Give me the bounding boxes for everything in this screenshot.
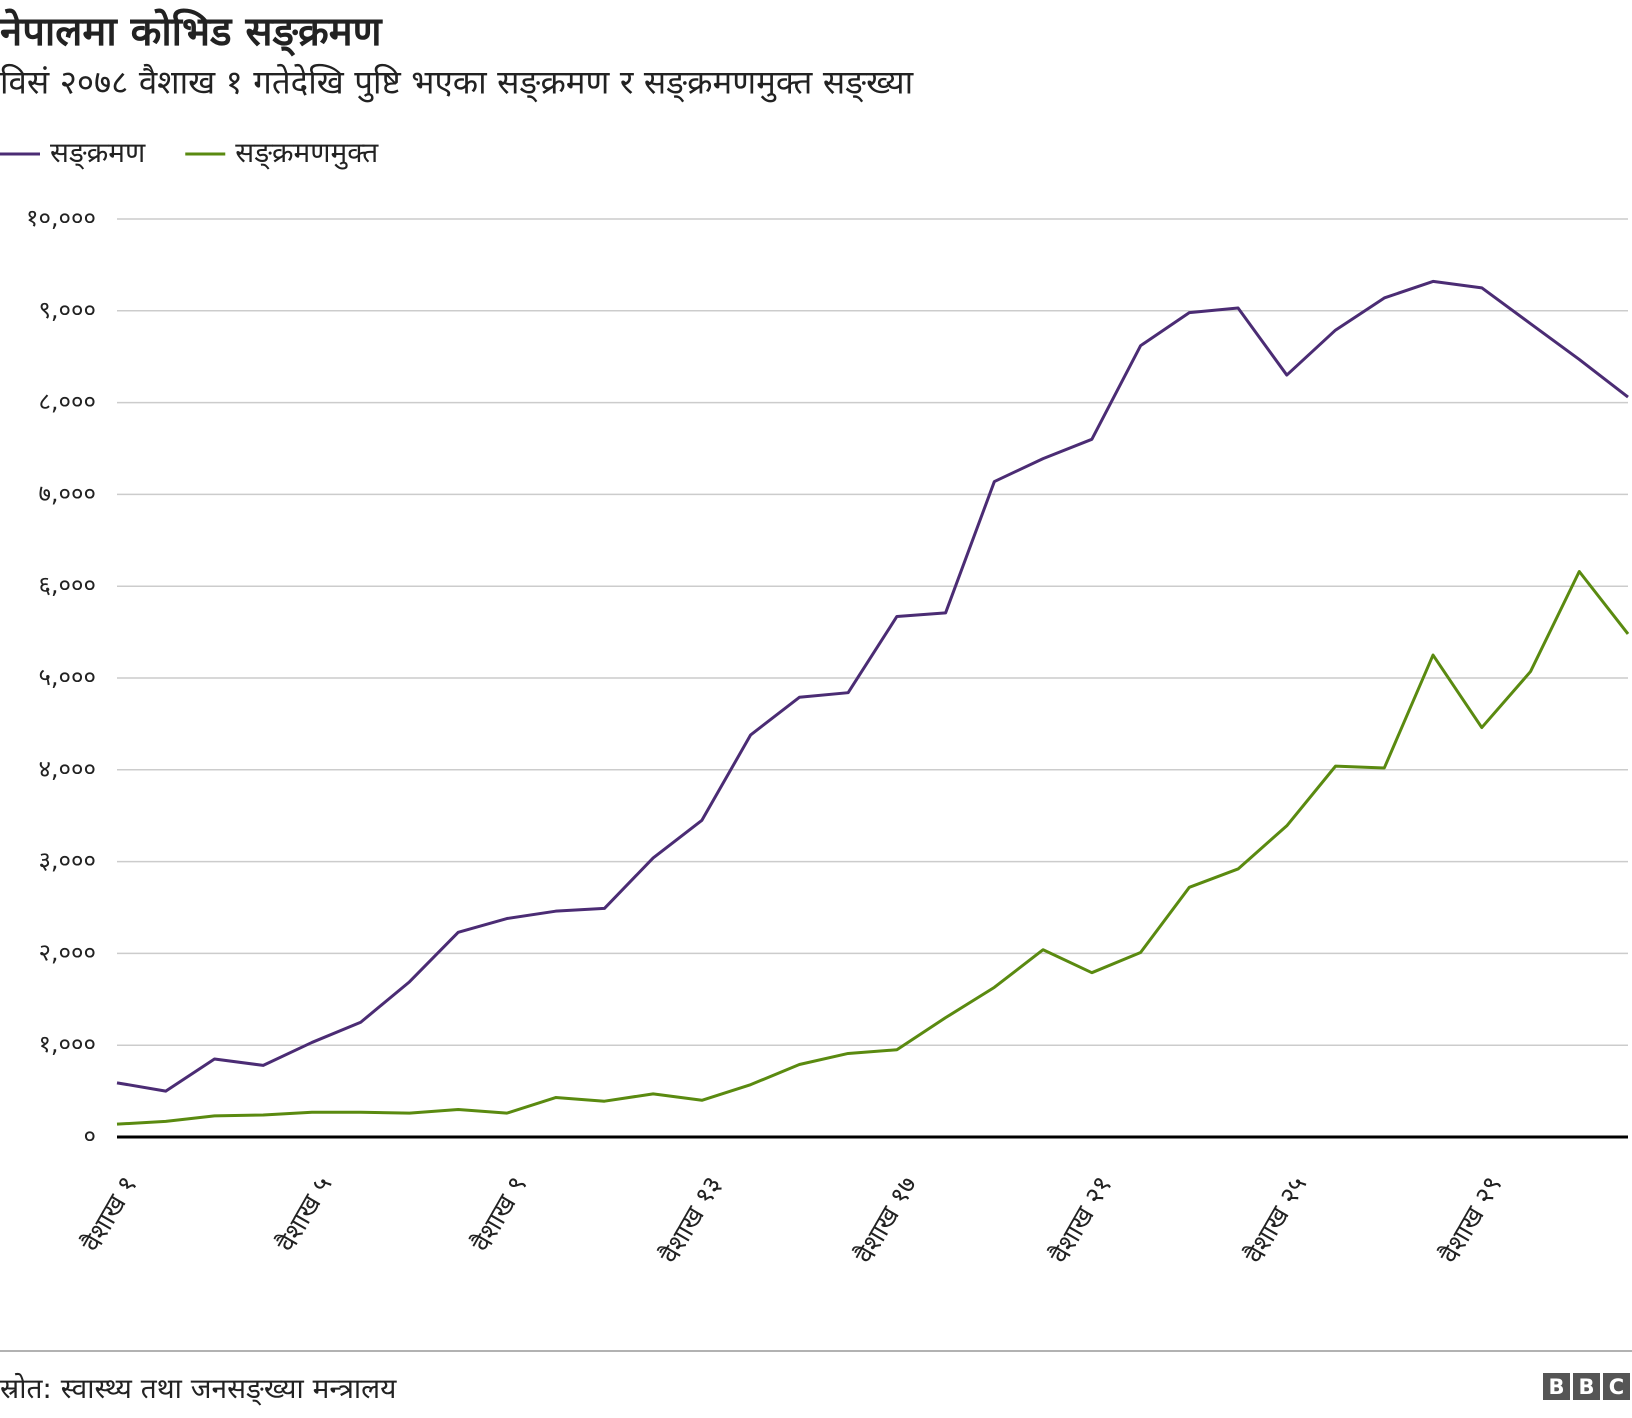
legend-label: सङ्क्रमणमुक्त [235, 136, 379, 170]
x-tick-label: वैशाख १३ [654, 1171, 729, 1269]
series-line [116, 570, 1630, 1126]
y-tick-label: १,००० [38, 1030, 96, 1058]
y-tick-label: ९,००० [38, 296, 96, 324]
brand-box [1543, 1373, 1570, 1400]
legend-label: सङ्क्रमण [50, 136, 146, 170]
y-tick-label: २,००० [38, 938, 96, 966]
x-tick-label: वैशाख २५ [1239, 1171, 1314, 1269]
y-tick-label: ० [84, 1122, 96, 1150]
y-tick-label: ८,००० [38, 388, 96, 416]
y-tick-label: १०,००० [26, 204, 96, 232]
y-tick-label: ४,००० [38, 755, 96, 783]
chart-subtitle: विसं २०७८ वैशाख १ गतेदेखि पुष्टि भएका सङ… [0, 63, 915, 103]
brand-letter: B [1548, 1375, 1564, 1399]
y-tick-label: ५,००० [38, 663, 96, 691]
x-tick-label: वैशाख ९ [466, 1171, 534, 1257]
y-tick-label: ३,००० [38, 847, 96, 875]
x-tick-label: वैशाख २९ [1434, 1171, 1509, 1269]
y-tick-label: ६,००० [38, 571, 96, 599]
x-tick-label: वैशाख १७ [849, 1171, 924, 1269]
brand-box [1603, 1373, 1630, 1400]
series-line [116, 279, 1629, 1093]
x-tick-label: वैशाख २१ [1044, 1171, 1119, 1269]
y-tick-label: ७,००० [38, 479, 96, 507]
brand-letter: B [1578, 1375, 1594, 1399]
chart-title: नेपालमा कोभिड सङ्क्रमण [0, 8, 384, 56]
source: स्रोत: स्वास्थ्य तथा जनसङ्ख्या मन्त्रालय [0, 1372, 397, 1406]
x-tick-label: वैशाख ५ [271, 1171, 339, 1257]
brand-box [1573, 1373, 1600, 1400]
x-tick-label: वैशाख १ [76, 1171, 144, 1257]
brand-letter: C [1609, 1375, 1624, 1399]
